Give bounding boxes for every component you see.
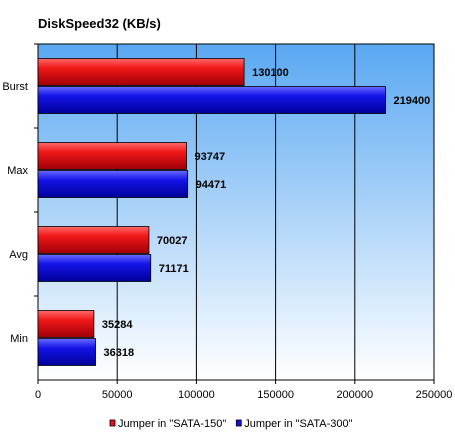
category-label: Avg (9, 249, 28, 261)
category-label: Burst (2, 81, 28, 93)
data-label: 93747 (194, 151, 225, 163)
category-labels: Burst Max Avg Min (2, 81, 28, 345)
bar (37, 254, 152, 282)
x-tick-label: 50000 (102, 389, 133, 401)
legend-label: Jumper in "SATA-150" (118, 418, 226, 430)
data-label: 36318 (104, 347, 135, 359)
bar (37, 58, 245, 86)
data-labels: 130100 219400 93747 94471 70027 71171 35284 363… (102, 67, 430, 359)
bars (37, 58, 386, 366)
data-label: 70027 (157, 235, 188, 247)
data-label: 71171 (159, 263, 189, 275)
legend-swatch (235, 419, 242, 427)
bar (37, 170, 189, 198)
x-tick-labels: 0 50000 100000 150000 200000 250000 (35, 389, 452, 401)
bar (37, 338, 96, 366)
legend-label: Jumper in "SATA-300" (244, 418, 352, 430)
legend: Jumper in "SATA-150" Jumper in "SATA-300" (109, 418, 353, 430)
x-tick-label: 200000 (336, 389, 373, 401)
chart-title: DiskSpeed32 (KB/s) (38, 16, 161, 31)
bar (37, 226, 150, 254)
bar (37, 142, 187, 170)
legend-swatch (109, 419, 116, 427)
data-label: 219400 (394, 95, 431, 107)
category-label: Min (10, 333, 28, 345)
bar (37, 86, 386, 114)
x-tick-label: 100000 (178, 389, 215, 401)
data-label: 130100 (252, 67, 289, 79)
data-label: 94471 (196, 179, 227, 191)
data-label: 35284 (102, 319, 133, 331)
x-tick-label: 250000 (416, 389, 453, 401)
x-tick-label: 0 (35, 389, 41, 401)
x-tick-label: 150000 (257, 389, 294, 401)
category-label: Max (7, 165, 28, 177)
bar (37, 310, 95, 338)
